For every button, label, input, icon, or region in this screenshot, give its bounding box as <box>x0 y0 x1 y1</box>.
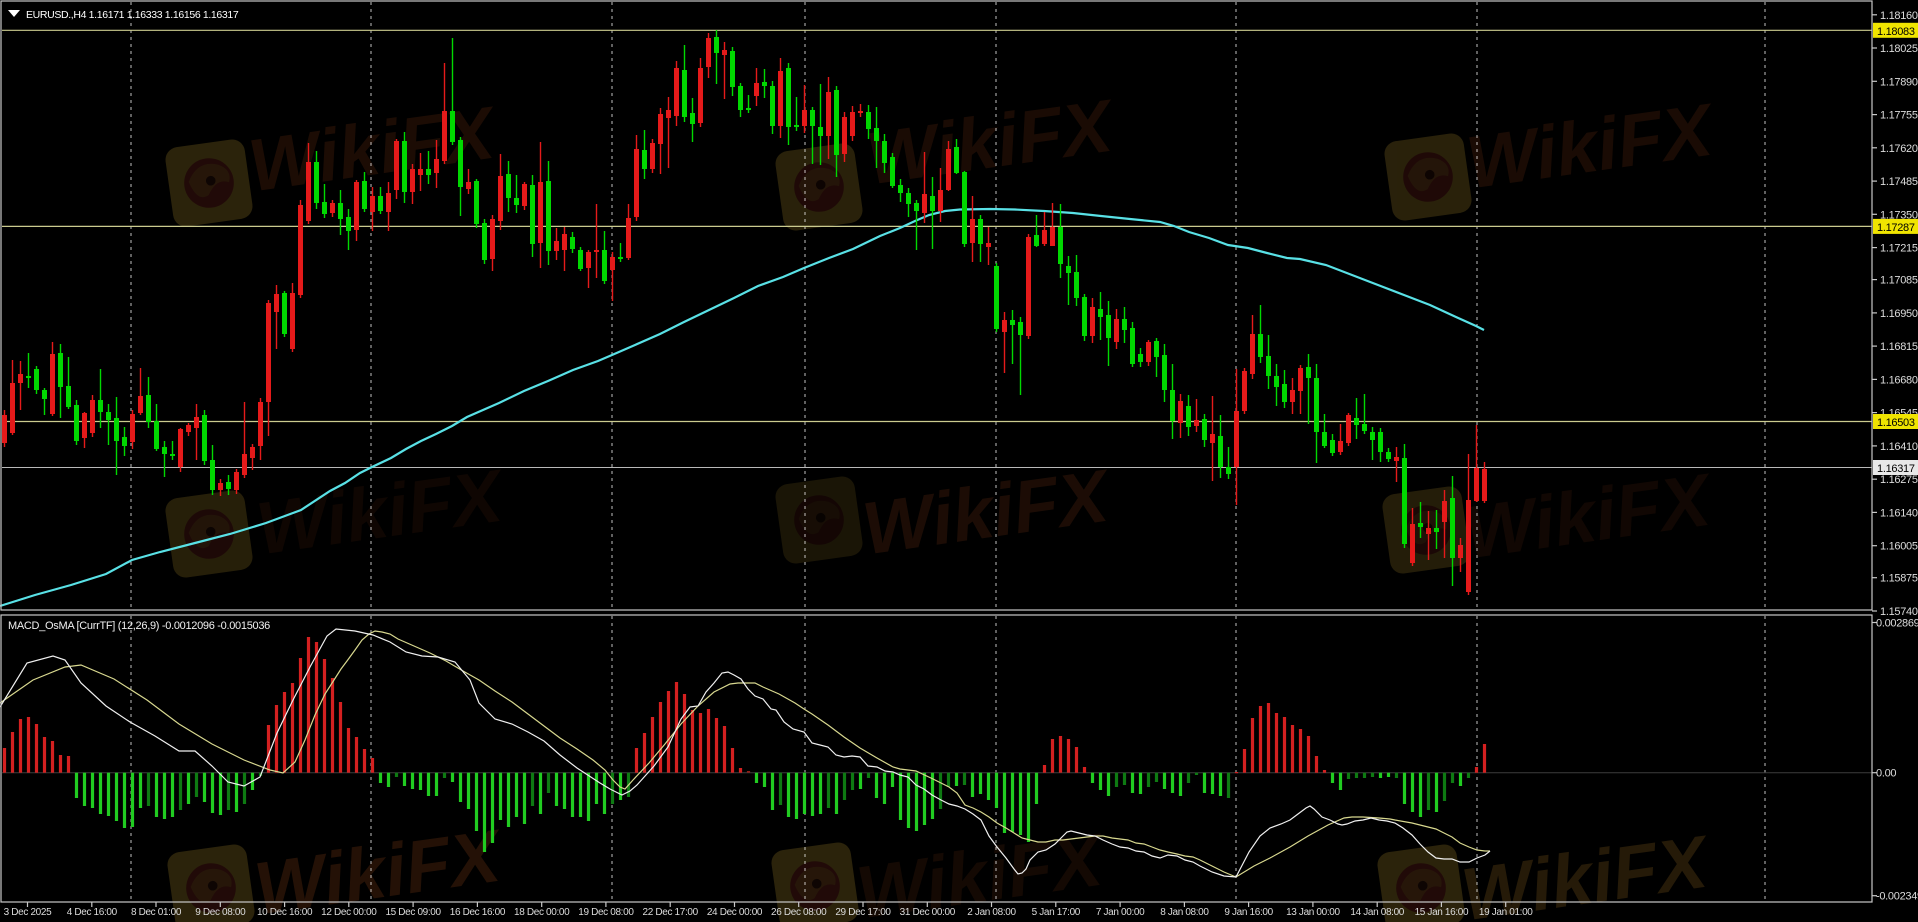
svg-text:0.0028694: 0.0028694 <box>1876 618 1918 630</box>
svg-text:1.15875: 1.15875 <box>1880 573 1918 585</box>
svg-text:0.00: 0.00 <box>1876 768 1896 780</box>
svg-text:19 Dec 08:00: 19 Dec 08:00 <box>578 907 634 918</box>
svg-text:13 Jan 00:00: 13 Jan 00:00 <box>1286 907 1340 918</box>
svg-text:1.16005: 1.16005 <box>1880 541 1918 553</box>
svg-text:8 Dec 01:00: 8 Dec 01:00 <box>131 907 182 918</box>
svg-text:31 Dec 00:00: 31 Dec 00:00 <box>900 907 956 918</box>
svg-text:5 Jan 17:00: 5 Jan 17:00 <box>1032 907 1081 918</box>
svg-text:1.16140: 1.16140 <box>1880 507 1918 519</box>
svg-text:14 Jan 08:00: 14 Jan 08:00 <box>1350 907 1404 918</box>
svg-text:1.17215: 1.17215 <box>1880 243 1918 255</box>
svg-text:1.18025: 1.18025 <box>1880 43 1918 55</box>
svg-text:24 Dec 00:00: 24 Dec 00:00 <box>707 907 763 918</box>
svg-text:1.17287: 1.17287 <box>1877 222 1915 234</box>
svg-text:1.16410: 1.16410 <box>1880 441 1918 453</box>
svg-text:7 Jan 00:00: 7 Jan 00:00 <box>1096 907 1145 918</box>
svg-text:29 Dec 17:00: 29 Dec 17:00 <box>835 907 891 918</box>
svg-text:1.17485: 1.17485 <box>1880 176 1918 188</box>
svg-text:1.15740: 1.15740 <box>1880 606 1918 618</box>
svg-text:9 Dec 08:00: 9 Dec 08:00 <box>195 907 246 918</box>
svg-text:2 Jan 08:00: 2 Jan 08:00 <box>967 907 1016 918</box>
svg-text:10 Dec 16:00: 10 Dec 16:00 <box>257 907 313 918</box>
svg-text:1.17620: 1.17620 <box>1880 143 1918 155</box>
svg-text:1.16503: 1.16503 <box>1877 417 1915 429</box>
svg-text:1.16680: 1.16680 <box>1880 374 1918 386</box>
svg-text:15 Dec 09:00: 15 Dec 09:00 <box>385 907 441 918</box>
svg-text:22 Dec 17:00: 22 Dec 17:00 <box>643 907 699 918</box>
svg-text:3 Dec 2025: 3 Dec 2025 <box>4 907 52 918</box>
svg-text:4 Dec 16:00: 4 Dec 16:00 <box>67 907 118 918</box>
svg-text:1.17350: 1.17350 <box>1880 209 1918 221</box>
svg-text:1.16950: 1.16950 <box>1880 308 1918 320</box>
svg-text:8 Jan 08:00: 8 Jan 08:00 <box>1160 907 1209 918</box>
svg-text:1.16815: 1.16815 <box>1880 341 1918 353</box>
svg-text:18 Dec 00:00: 18 Dec 00:00 <box>514 907 570 918</box>
svg-text:12 Dec 00:00: 12 Dec 00:00 <box>321 907 377 918</box>
svg-text:19 Jan 01:00: 19 Jan 01:00 <box>1479 907 1533 918</box>
svg-text:MACD_OsMA [CurrTF] (12,26,9) -: MACD_OsMA [CurrTF] (12,26,9) -0.0012096 … <box>8 620 270 632</box>
svg-text:26 Dec 08:00: 26 Dec 08:00 <box>771 907 827 918</box>
svg-text:1.16317: 1.16317 <box>1877 463 1915 475</box>
svg-text:16 Dec 16:00: 16 Dec 16:00 <box>450 907 506 918</box>
svg-text:EURUSD.,H4 1.16171 1.16333 1.: EURUSD.,H4 1.16171 1.16333 1.16156 1.163… <box>26 9 239 21</box>
svg-text:1.16275: 1.16275 <box>1880 474 1918 486</box>
svg-text:1.17755: 1.17755 <box>1880 110 1918 122</box>
svg-text:1.17085: 1.17085 <box>1880 275 1918 287</box>
svg-text:15 Jan 16:00: 15 Jan 16:00 <box>1415 907 1469 918</box>
svg-text:9 Jan 16:00: 9 Jan 16:00 <box>1224 907 1273 918</box>
svg-text:-0.0023498: -0.0023498 <box>1876 891 1918 903</box>
svg-text:1.18160: 1.18160 <box>1880 10 1918 22</box>
svg-text:1.18083: 1.18083 <box>1877 26 1915 38</box>
svg-text:1.17890: 1.17890 <box>1880 76 1918 88</box>
